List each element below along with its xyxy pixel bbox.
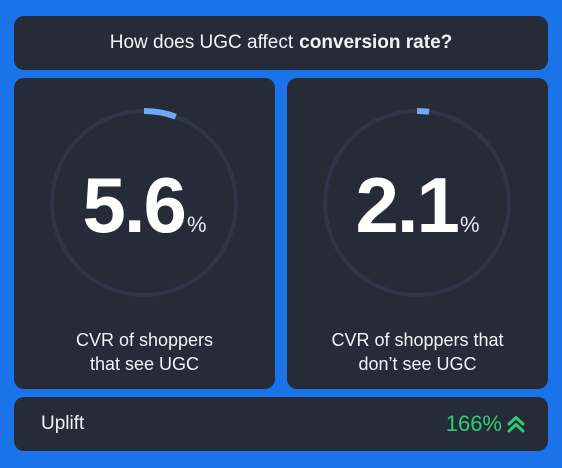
stat-card-without-ugc: 2.1% CVR of shoppers that don’t see UGC bbox=[287, 78, 548, 389]
stat-number: 2.1 bbox=[355, 161, 460, 249]
progress-ring-arc bbox=[49, 108, 239, 298]
header-title-bold: conversion rate? bbox=[299, 32, 453, 53]
uplift-label: Uplift bbox=[41, 413, 85, 434]
stat-value: 5.6% bbox=[14, 166, 275, 244]
stat-caption: CVR of shoppers that see UGC bbox=[14, 328, 275, 376]
uplift-value: 166% bbox=[445, 411, 502, 436]
progress-ring-svg bbox=[49, 108, 239, 298]
stat-card-with-ugc: 5.6% CVR of shoppers that see UGC bbox=[14, 78, 275, 389]
stat-caption-line1: CVR of shoppers bbox=[75, 330, 214, 350]
progress-ring bbox=[322, 108, 512, 298]
stat-value: 2.1% bbox=[287, 166, 548, 244]
stat-caption-line2: don’t see UGC bbox=[358, 354, 477, 374]
progress-ring bbox=[49, 108, 239, 298]
header-title-prefix: How does UGC affect bbox=[109, 32, 294, 53]
double-chevron-up-icon bbox=[507, 416, 525, 433]
progress-ring-arc bbox=[322, 108, 512, 298]
stat-caption: CVR of shoppers that don’t see UGC bbox=[287, 328, 548, 376]
uplift-value-group: 166% bbox=[446, 411, 526, 437]
stat-caption-line2: that see UGC bbox=[89, 354, 200, 374]
header-card: How does UGC affect conversion rate? bbox=[14, 16, 548, 70]
stat-unit: % bbox=[459, 212, 480, 237]
progress-ring-svg bbox=[322, 108, 512, 298]
stat-caption-line1: CVR of shoppers that bbox=[331, 330, 504, 350]
uplift-card: Uplift 166% bbox=[14, 397, 548, 451]
stat-number: 5.6 bbox=[82, 161, 187, 249]
stat-unit: % bbox=[186, 212, 207, 237]
